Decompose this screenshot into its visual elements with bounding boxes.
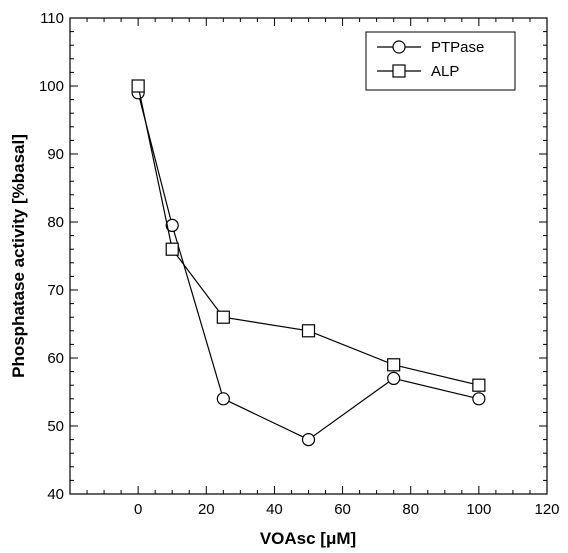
data-point-ptpase: [165, 218, 179, 232]
data-point-alp: [387, 358, 401, 372]
data-point-alp: [131, 79, 145, 93]
y-tick-label: 80: [47, 214, 64, 231]
legend-items: PTPase ALP: [377, 39, 484, 80]
y-tick-label: 110: [40, 10, 64, 27]
y-tick-label: 90: [47, 146, 64, 163]
data-point-ptpase: [216, 392, 230, 406]
x-tick-label: 120: [534, 501, 559, 518]
x-tick-label: 20: [198, 501, 215, 518]
legend-marker-alp: [392, 64, 406, 78]
y-tick-label: 50: [47, 418, 64, 435]
data-point-ptpase: [387, 371, 401, 385]
data-point-ptpase: [472, 392, 486, 406]
legend-box: [365, 31, 516, 91]
x-tick-label: 60: [334, 501, 351, 518]
data-point-ptpase: [301, 433, 316, 447]
x-tick-label: 80: [402, 501, 419, 518]
legend: PTPase ALP: [365, 31, 516, 91]
x-tick-label: 40: [266, 501, 283, 518]
legend-label-alp: ALP: [431, 63, 459, 80]
series-layer: [131, 79, 486, 447]
data-point-alp: [301, 324, 316, 338]
x-tick-label: 100: [466, 501, 491, 518]
axis-ticks: 0 20 40 60 80 100 120 40 50 60 70 80 90 100 110: [39, 10, 560, 518]
legend-label-ptpase: PTPase: [431, 39, 484, 56]
y-tick-label: 60: [47, 350, 64, 367]
data-point-alp: [216, 310, 230, 324]
series-line-ptpase: [137, 92, 479, 441]
y-axis-title: Phosphatase activity [%basal]: [9, 134, 28, 378]
y-tick-label: 70: [47, 282, 64, 299]
x-axis-title: VOAsc [μM]: [260, 529, 356, 548]
y-tick-label: 40: [47, 486, 64, 503]
legend-marker-ptpase: [392, 40, 406, 54]
data-point-alp: [472, 378, 486, 392]
y-tick-label: 100: [39, 78, 64, 95]
series-line-alp: [137, 85, 479, 386]
data-point-alp: [165, 242, 179, 256]
x-tick-label: 0: [134, 501, 142, 518]
